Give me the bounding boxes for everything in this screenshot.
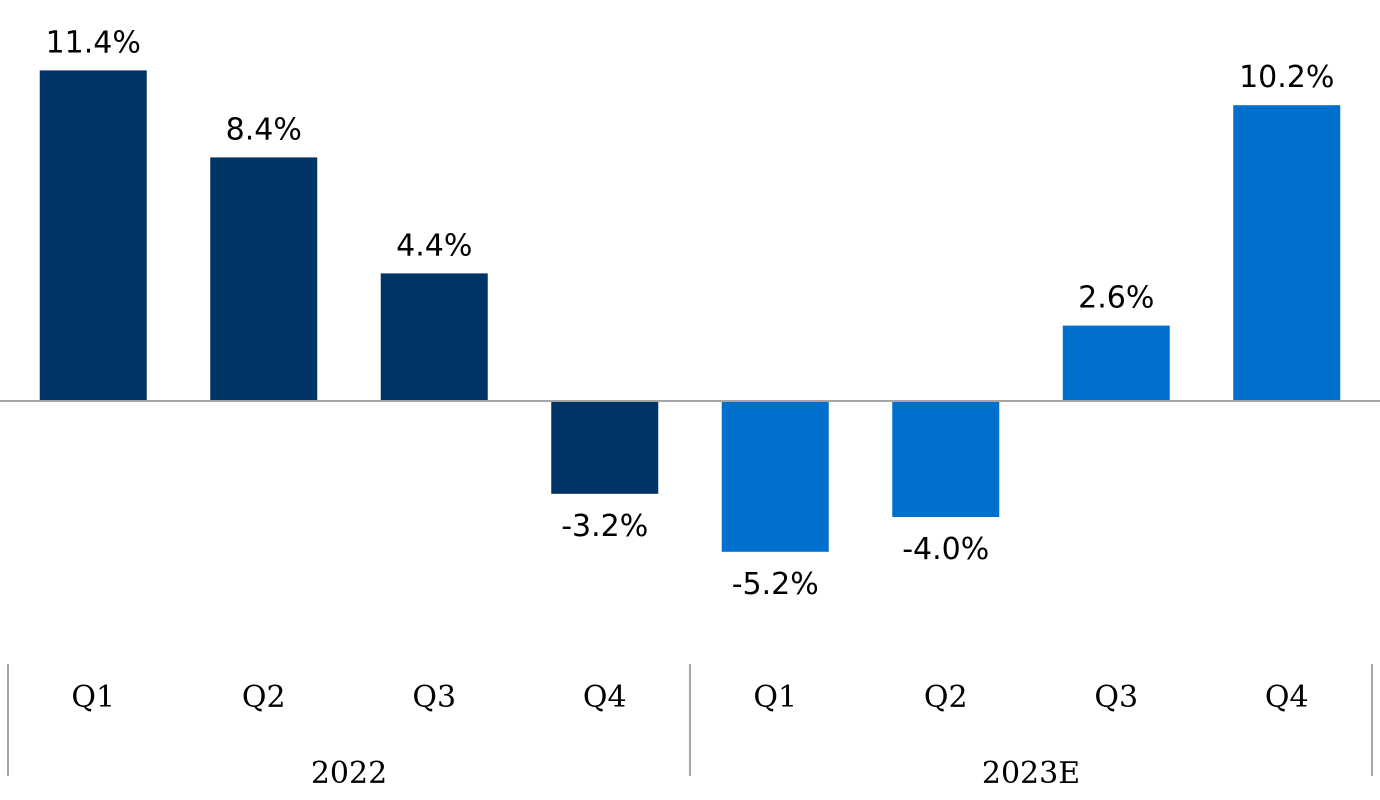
x-tick-label: Q3 bbox=[1094, 680, 1138, 715]
data-label: 4.4% bbox=[396, 228, 472, 263]
value-labels-layer: 11.4% 8.4% 4.4% -3.2% -5.2% -4.0% 2.6% 10.2% bbox=[46, 25, 1335, 601]
bar-2023E-Q2 bbox=[892, 401, 1000, 517]
data-label: -5.2% bbox=[732, 567, 819, 602]
data-label: -3.2% bbox=[561, 509, 648, 544]
data-label: 10.2% bbox=[1239, 60, 1334, 95]
data-label: -4.0% bbox=[902, 532, 989, 567]
bar-2022-Q4 bbox=[551, 401, 659, 494]
data-label: 11.4% bbox=[46, 25, 141, 60]
x-tick-label: Q1 bbox=[753, 680, 797, 715]
data-label: 8.4% bbox=[226, 112, 302, 147]
x-tick-label: Q4 bbox=[1265, 680, 1309, 715]
group-label: 2022 bbox=[311, 756, 387, 791]
x-tick-label: Q2 bbox=[242, 680, 286, 715]
x-tick-label: Q2 bbox=[924, 680, 968, 715]
bar-2022-Q2 bbox=[210, 157, 318, 401]
x-tick-label: Q3 bbox=[412, 680, 456, 715]
bar-2022-Q1 bbox=[39, 70, 147, 402]
x-tick-label: Q1 bbox=[71, 680, 115, 715]
data-label: 2.6% bbox=[1078, 281, 1154, 316]
bars-layer bbox=[39, 70, 1341, 552]
bar-2023E-Q3 bbox=[1062, 325, 1170, 401]
group-label: 2023E bbox=[982, 756, 1080, 791]
bar-2023E-Q1 bbox=[721, 401, 829, 552]
bar-2023E-Q4 bbox=[1233, 105, 1341, 401]
x-tick-label: Q4 bbox=[583, 680, 627, 715]
category-axis: Q1 Q2 Q3 Q4 Q1 Q2 Q3 Q4 2022 2023E bbox=[7, 664, 1373, 791]
bar-2022-Q3 bbox=[380, 273, 488, 401]
